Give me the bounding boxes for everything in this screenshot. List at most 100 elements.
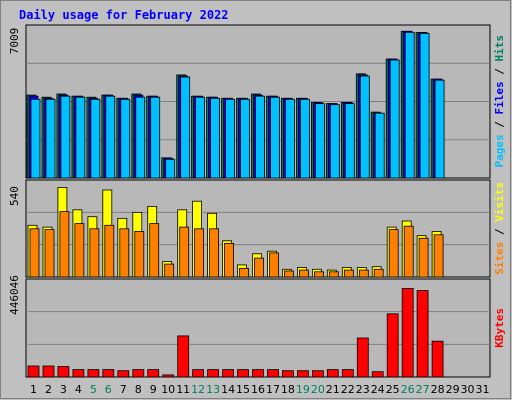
bar-kbytes-day-15 [237,369,249,378]
bar-pages-day-23 [359,75,370,179]
bar-kbytes-day-9 [147,369,160,378]
bar-kbytes-day-3 [57,366,70,378]
bar-kbytes-day-24 [371,371,384,378]
x-tick-label-day-18: 18 [281,383,295,396]
x-tick-label-day-25: 25 [386,383,400,396]
bar-kbytes-day-11 [177,335,190,378]
bar-pages-day-16 [255,95,265,179]
bar-pages-day-17 [270,96,280,179]
bar-pages-day-11 [180,76,191,179]
panel-kbytes: 446046 KBytes [8,275,506,378]
x-tick-label-day-16: 16 [251,383,265,396]
bar-sites-day-8 [134,230,145,278]
bar-pages-day-13 [210,97,221,179]
bar-kbytes-day-22 [341,369,354,378]
bar-sites-day-10 [164,263,175,278]
x-tick-label-day-20: 20 [311,383,325,396]
x-tick-label-day-28: 28 [431,383,445,396]
legend-separator: / [493,222,506,242]
panel-visits_sites: 540 Sites / Visits [8,179,506,278]
legend-sites: Sites [493,242,506,275]
bar-kbytes-day-7 [117,370,130,378]
bar-pages-day-7 [120,98,131,179]
x-tick-label-day-5: 5 [90,383,97,396]
x-tick-label-day-1: 1 [30,383,37,396]
x-tick-label-day-10: 10 [161,383,175,396]
bar-pages-day-22 [344,103,355,179]
x-tick-label-day-17: 17 [266,383,280,396]
bar-pages-day-28 [434,79,445,179]
series-legend-visits_sites: Sites / Visits [493,182,506,275]
bar-sites-day-17 [269,252,279,278]
chart-title: Daily usage for February 2022 [19,8,229,22]
x-tick-label-day-2: 2 [45,383,52,396]
bar-sites-day-5 [89,228,100,278]
x-tick-label-day-21: 21 [326,383,340,396]
bar-sites-day-12 [194,228,205,278]
bar-sites-day-26 [403,225,414,278]
bar-pages-day-25 [389,59,400,179]
x-tick-label-day-27: 27 [416,383,430,396]
bar-sites-day-19 [298,269,309,278]
y-axis-max-label: 540 [8,186,21,206]
bar-sites-day-25 [388,229,399,278]
bar-kbytes-day-17 [267,369,279,378]
bar-pages-day-19 [299,98,310,179]
x-tick-label-day-26: 26 [401,383,415,396]
bar-kbytes-day-4 [72,369,85,378]
bar-kbytes-day-20 [311,370,324,378]
bar-pages-day-6 [105,95,116,179]
x-tick-label-day-30: 30 [461,383,475,396]
bar-sites-day-9 [149,223,160,278]
bar-kbytes-day-13 [207,369,220,378]
y-axis-max-label: 7009 [8,28,21,55]
chart-panels: 7009 Pages / Files / Hits 540 Sites / Visit… [8,24,506,378]
bar-sites-day-27 [418,237,429,278]
bar-kbytes-day-25 [386,313,399,378]
legend-pages: Pages [493,134,506,167]
bar-sites-day-4 [74,223,85,278]
bar-kbytes-day-10 [162,374,175,378]
bar-sites-day-13 [209,228,220,278]
bar-kbytes-day-27 [416,290,429,378]
bar-pages-day-21 [329,104,340,179]
series-legend-kbytes: KBytes [493,308,506,348]
legend-hits: Hits [493,35,506,62]
bar-pages-day-4 [75,96,86,179]
bar-pages-day-10 [165,158,176,179]
bar-pages-day-3 [60,95,71,179]
x-tick-label-day-29: 29 [446,383,460,396]
x-tick-label-day-4: 4 [75,383,82,396]
bar-sites-day-16 [254,257,264,278]
bar-pages-day-15 [240,98,250,179]
bar-pages-day-26 [404,32,415,179]
bar-pages-day-27 [419,33,430,179]
legend-separator: / [493,62,506,82]
bar-kbytes-day-21 [326,369,339,378]
bar-pages-day-14 [225,98,236,179]
bar-pages-day-1 [30,98,41,179]
bar-sites-day-7 [119,228,130,278]
bar-kbytes-day-6 [102,369,115,378]
x-tick-label-day-13: 13 [206,383,220,396]
bar-kbytes-day-2 [42,365,55,378]
bar-sites-day-24 [373,268,384,278]
x-tick-label-day-22: 22 [341,383,355,396]
bar-sites-day-21 [328,271,339,278]
bar-sites-day-6 [104,224,115,278]
bar-sites-day-28 [433,234,444,278]
bar-sites-day-14 [224,242,235,278]
bar-kbytes-day-5 [87,369,100,378]
bar-pages-day-2 [45,98,56,179]
x-tick-label-day-23: 23 [356,383,370,396]
bar-kbytes-day-26 [401,288,414,378]
bar-kbytes-day-28 [431,340,444,378]
bar-sites-day-22 [343,269,354,278]
bar-kbytes-day-16 [252,369,264,378]
bar-kbytes-day-23 [356,337,369,378]
bar-pages-day-8 [135,96,146,179]
x-axis: 1 2 3 4 5 6 7 8 9 10 11 12 13 14 15 16 17 18 19 20 21 22 23 24 2… [30,383,490,396]
series-legend-hits_files_pages: Pages / Files / Hits [493,35,506,168]
x-tick-label-day-19: 19 [296,383,310,396]
